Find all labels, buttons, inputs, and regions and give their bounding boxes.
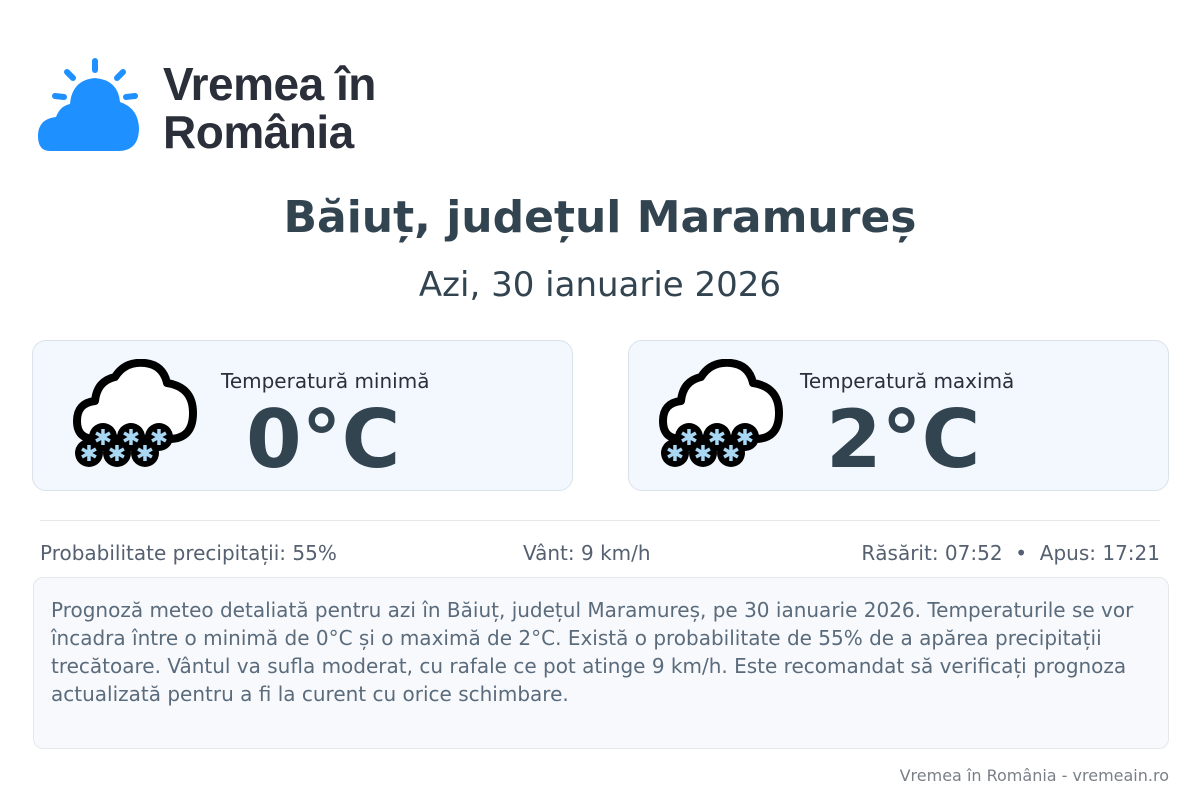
svg-text:✱: ✱ [122,426,140,451]
sun-times-stat: Răsărit: 07:52 • Apus: 17:21 [861,541,1160,565]
svg-text:✱: ✱ [722,442,740,467]
max-temp-value: 2°C [826,393,981,486]
max-temp-card: ✱ ✱ ✱ ✱ ✱ ✱ Temperatură maximă 2°C [628,340,1169,491]
min-temp-card: ✱ ✱ ✱ ✱ ✱ ✱ Temperatură minimă 0°C [32,340,573,491]
svg-text:✱: ✱ [94,426,112,451]
snow-cloud-icon: ✱ ✱ ✱ ✱ ✱ ✱ [73,358,199,475]
min-temp-value: 0°C [246,393,401,486]
svg-text:✱: ✱ [666,442,684,467]
svg-text:✱: ✱ [150,426,168,451]
sun-behind-cloud-icon [38,58,139,151]
svg-text:✱: ✱ [736,426,754,451]
footer-credit: Vremea în România - vremeain.ro [899,766,1169,785]
divider [40,520,1160,521]
svg-text:✱: ✱ [108,442,126,467]
svg-text:✱: ✱ [694,442,712,467]
precipitation-stat: Probabilitate precipitații: 55% [40,541,337,565]
logo[interactable] [38,56,140,152]
snow-cloud-icon: ✱ ✱ ✱ ✱ ✱ ✱ [659,358,785,475]
wind-stat: Vânt: 9 km/h [523,541,651,565]
logo-line-1: Vremea în [163,58,376,110]
svg-text:✱: ✱ [680,426,698,451]
min-temp-label: Temperatură minimă [221,369,430,393]
svg-text:✱: ✱ [80,442,98,467]
logo-text: Vremea în România [163,60,376,156]
page-title: Băiuț, județul Maramureș [283,192,917,243]
svg-text:✱: ✱ [136,442,154,467]
forecast-date: Azi, 30 ianuarie 2026 [418,265,782,305]
forecast-description: Prognoză meteo detaliată pentru azi în B… [33,577,1169,749]
max-temp-label: Temperatură maximă [800,369,1015,393]
logo-line-2: România [163,106,354,158]
svg-text:✱: ✱ [708,426,726,451]
